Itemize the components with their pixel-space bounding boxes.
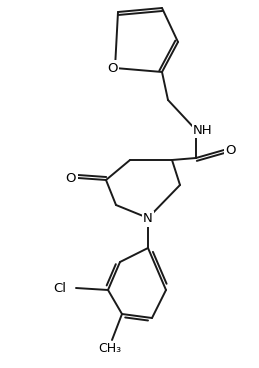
Text: Cl: Cl — [53, 282, 66, 294]
Text: O: O — [66, 171, 76, 184]
Text: O: O — [226, 144, 236, 156]
Text: N: N — [143, 212, 153, 226]
Text: NH: NH — [193, 124, 213, 137]
Text: CH₃: CH₃ — [98, 343, 121, 355]
Text: O: O — [107, 61, 117, 74]
